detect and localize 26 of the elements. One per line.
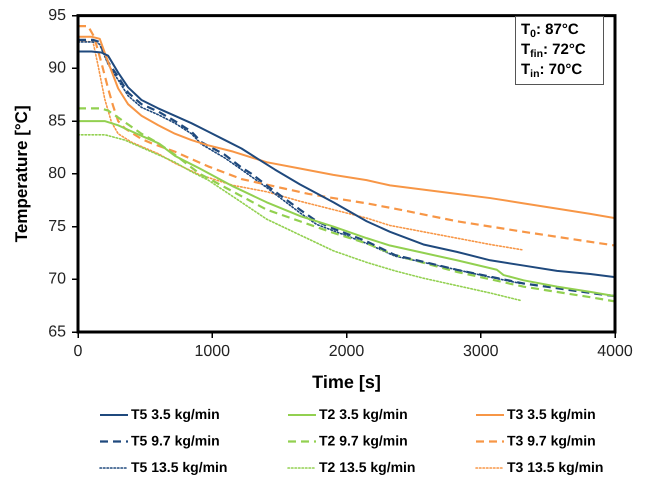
legend-label: T2 3.5 kg/min [319, 406, 408, 422]
legend-label: T2 9.7 kg/min [319, 432, 408, 448]
x-tick-label: 1000 [194, 343, 230, 360]
y-tick-label: 65 [48, 323, 66, 340]
x-tick-label: 4000 [597, 343, 633, 360]
legend-label: T3 3.5 kg/min [507, 406, 596, 422]
annotation: T$_{in}$: 70°C [521, 60, 584, 80]
y-tick-label: 90 [48, 60, 66, 77]
annotation: T$_{fin}$: 72°C [521, 40, 587, 60]
legend-label: T5 3.5 kg/min [131, 406, 220, 422]
legend-label: T3 13.5 kg/min [507, 458, 604, 475]
y-tick-label: 95 [48, 7, 66, 24]
y-axis-title: Temperature [°C] [12, 105, 31, 242]
annotation: T$_{0}$: 87°C [521, 20, 580, 40]
legend-label: T5 9.7 kg/min [131, 432, 220, 448]
y-tick-label: 75 [48, 218, 66, 235]
legend-label: T3 9.7 kg/min [507, 432, 596, 448]
x-tick-label: 3000 [462, 343, 499, 360]
y-tick-label: 70 [48, 270, 66, 288]
y-tick-label: 80 [48, 165, 66, 182]
y-tick-label: 85 [48, 112, 66, 130]
x-tick-label: 2000 [328, 343, 364, 360]
x-axis-title: Time [s] [312, 372, 381, 392]
x-tick-label: 0 [74, 343, 83, 360]
legend-label: T2 13.5 kg/min [319, 458, 416, 475]
legend-label: T5 13.5 kg/min [131, 458, 228, 475]
